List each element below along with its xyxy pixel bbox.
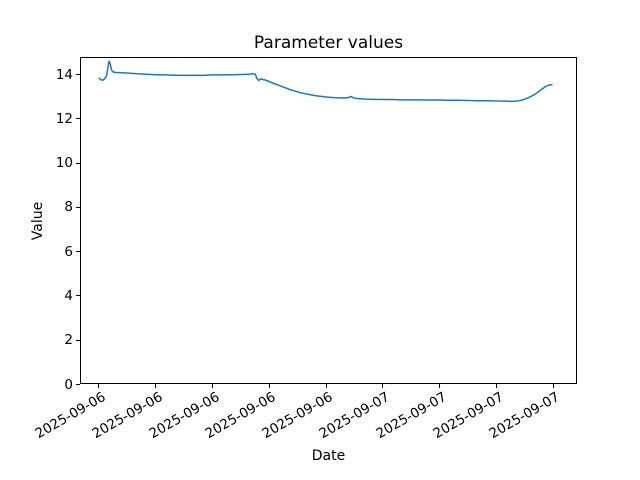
x-tick-mark <box>325 384 327 388</box>
y-tick-mark <box>76 162 80 164</box>
y-tick-label: 8 <box>64 199 73 216</box>
x-tick-mark <box>98 384 100 388</box>
x-tick-mark <box>439 384 441 388</box>
y-tick-label: 14 <box>55 66 73 83</box>
y-tick-mark <box>76 74 80 76</box>
y-tick-mark <box>76 384 80 385</box>
y-axis-label: Value <box>30 201 46 241</box>
y-tick-label: 6 <box>64 243 73 260</box>
y-tick-mark <box>76 206 80 208</box>
y-tick-label: 2 <box>64 332 73 349</box>
plot-area <box>80 57 577 384</box>
y-tick-label: 4 <box>64 287 73 304</box>
y-tick-label: 0 <box>64 376 73 393</box>
x-tick-mark <box>212 384 214 388</box>
x-tick-mark <box>155 384 157 388</box>
y-tick-mark <box>76 339 80 341</box>
chart-title: Parameter values <box>253 33 404 53</box>
y-tick-label: 12 <box>55 110 73 127</box>
x-tick-mark <box>552 384 554 388</box>
data-line <box>98 60 553 103</box>
y-tick-label: 10 <box>55 155 73 172</box>
y-tick-mark <box>76 118 80 120</box>
y-tick-mark <box>76 295 80 297</box>
line-plot-canvas <box>98 60 553 103</box>
x-tick-mark <box>382 384 384 388</box>
x-tick-mark <box>268 384 270 388</box>
x-axis-label: Date <box>311 448 346 464</box>
x-tick-mark <box>496 384 498 388</box>
y-tick-mark <box>76 251 80 253</box>
